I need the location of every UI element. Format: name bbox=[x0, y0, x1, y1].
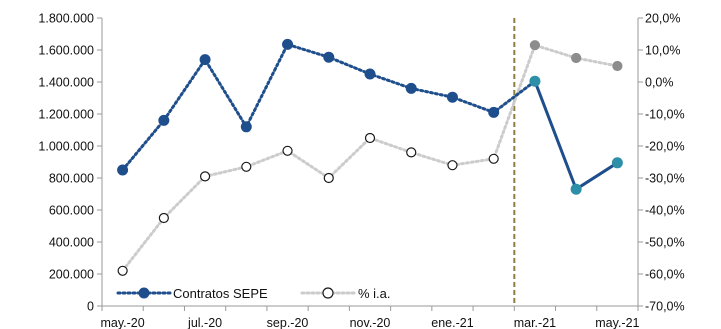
legend-marker-contratos-sepe bbox=[138, 287, 150, 299]
data-point-pct-ia bbox=[282, 145, 293, 156]
data-point-pct-ia bbox=[117, 265, 128, 276]
y-tick-label: 1.600.000 bbox=[38, 44, 94, 58]
y-tick-label: 400.000 bbox=[49, 236, 94, 250]
x-tick-label: mar.-21 bbox=[514, 316, 556, 329]
data-point-contratos-sepe bbox=[240, 121, 252, 133]
y-tick-label: 0 bbox=[87, 300, 94, 314]
legend-label-contratos-sepe: Contratos SEPE bbox=[173, 286, 268, 301]
data-point-pct-ia bbox=[199, 171, 211, 182]
data-point-contratos-sepe bbox=[570, 183, 582, 195]
x-axis-ticks: may.-20 jul.-20 sep.-20 nov.-20 ene.-21 mar.-… bbox=[100, 306, 640, 329]
x-tick-label: sep.-20 bbox=[267, 316, 309, 329]
y-tick-label: 1.800.000 bbox=[38, 12, 94, 26]
data-point-pct-ia bbox=[158, 212, 169, 224]
y2-tick-label: 0,0% bbox=[645, 76, 674, 90]
data-point-contratos-sepe bbox=[611, 157, 623, 169]
y2-tick-label: -70,0% bbox=[645, 300, 685, 314]
y2-tick-label: -40,0% bbox=[645, 204, 685, 218]
legend-marker-pct-ia bbox=[322, 287, 334, 299]
data-point-contratos-sepe bbox=[446, 91, 458, 103]
data-point-pct-ia bbox=[364, 132, 376, 144]
y2-tick-label: -30,0% bbox=[645, 172, 685, 186]
data-point-pct-ia bbox=[612, 60, 623, 72]
x-tick-label: jul.-20 bbox=[187, 316, 222, 329]
y2-tick-label: 20,0% bbox=[645, 12, 680, 26]
y2-tick-label: -50,0% bbox=[645, 236, 685, 250]
x-tick-label: ene.-21 bbox=[431, 316, 473, 329]
series-line-contratos-sepe-recent bbox=[533, 79, 619, 192]
y2-tick-label: -20,0% bbox=[645, 140, 685, 154]
x-tick-label: may.-21 bbox=[595, 316, 639, 329]
data-point-pct-ia bbox=[447, 160, 458, 171]
y-tick-label: 200.000 bbox=[49, 268, 94, 282]
y-tick-label: 600.000 bbox=[49, 204, 94, 218]
data-point-contratos-sepe bbox=[364, 68, 376, 80]
data-point-contratos-sepe bbox=[199, 54, 211, 66]
y-tick-label: 1.200.000 bbox=[38, 108, 94, 122]
data-point-contratos-sepe bbox=[282, 38, 294, 50]
y-tick-label: 1.400.000 bbox=[38, 76, 94, 90]
data-point-pct-ia bbox=[529, 40, 541, 51]
data-point-contratos-sepe bbox=[529, 75, 541, 87]
data-point-pct-ia bbox=[241, 161, 252, 172]
axes bbox=[101, 18, 639, 307]
data-point-contratos-sepe bbox=[405, 82, 417, 94]
data-point-pct-ia bbox=[406, 147, 417, 158]
series-line-contratos-sepe bbox=[121, 42, 537, 172]
y2-tick-label: -10,0% bbox=[645, 108, 685, 122]
y-tick-label: 1.000.000 bbox=[38, 140, 94, 154]
data-point-pct-ia bbox=[488, 153, 499, 164]
data-point-contratos-sepe bbox=[117, 164, 129, 176]
x-tick-label: may.-20 bbox=[100, 316, 144, 329]
y-axis-ticks: 0 200.000 400.000 600.000 800.000 1.000.000 1.… bbox=[38, 12, 102, 314]
legend: Contratos SEPE % i.a. bbox=[116, 286, 391, 301]
y-tick-label: 800.000 bbox=[49, 172, 94, 186]
data-point-contratos-sepe bbox=[488, 106, 500, 118]
y2-tick-label: -60,0% bbox=[645, 268, 685, 282]
data-point-contratos-sepe bbox=[323, 51, 335, 63]
y2-axis-ticks: -70,0% -60,0% -50,0% -40,0% -30,0% -20,0% -10,… bbox=[638, 12, 685, 314]
data-point-contratos-sepe bbox=[158, 114, 170, 126]
y2-tick-label: 10,0% bbox=[645, 44, 680, 58]
series-layer bbox=[117, 38, 623, 276]
data-point-pct-ia bbox=[323, 172, 334, 184]
x-tick-label: nov.-20 bbox=[350, 316, 391, 329]
data-point-pct-ia bbox=[571, 52, 582, 64]
legend-label-pct-ia: % i.a. bbox=[358, 286, 391, 301]
